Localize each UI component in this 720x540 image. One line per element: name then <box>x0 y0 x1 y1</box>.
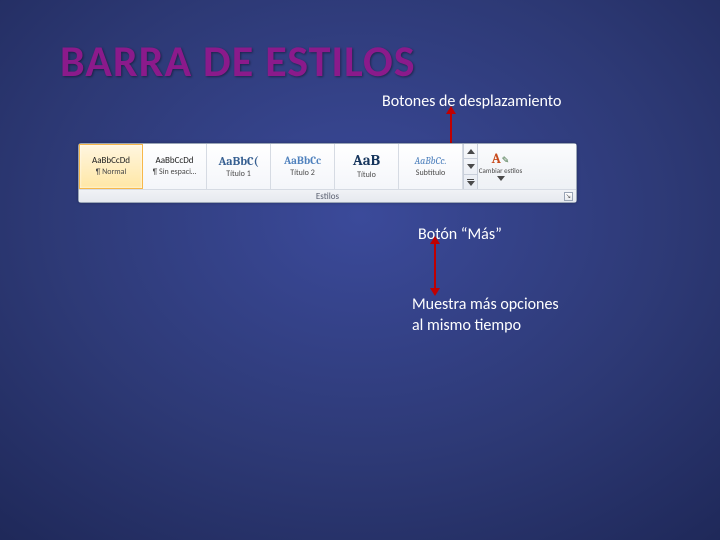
group-label: Estilos ↘ <box>79 189 576 202</box>
chevron-down-icon <box>497 176 505 181</box>
style-tile[interactable]: AaBbCc. Subtítulo <box>399 144 463 189</box>
style-tile[interactable]: AaBbCcDd ¶ Normal <box>79 144 143 189</box>
style-preview: AaBbCc. <box>414 156 446 166</box>
style-tile[interactable]: AaBbC( Título 1 <box>207 144 271 189</box>
more-icon <box>467 179 475 186</box>
scroll-down-button[interactable] <box>464 159 477 174</box>
style-preview: AaBbCcDd <box>92 156 130 165</box>
annotation-more-description: Muestra más opciones al mismo tiempo <box>412 295 559 337</box>
styles-gallery-row: AaBbCcDd¶ NormalAaBbCcDd¶ Sin espaci…AaB… <box>79 144 576 189</box>
style-caption: Título <box>357 170 376 180</box>
chevron-down-icon <box>467 164 475 169</box>
style-tile[interactable]: AaB Título <box>335 144 399 189</box>
style-caption: ¶ Normal <box>96 167 127 177</box>
style-caption: ¶ Sin espaci… <box>153 167 197 177</box>
arrow-more <box>434 242 436 290</box>
style-caption: Título 2 <box>290 168 315 178</box>
style-caption: Subtítulo <box>416 168 445 178</box>
style-preview: AaBbCcDd <box>155 156 193 165</box>
more-button[interactable] <box>464 175 477 189</box>
gallery-scroll-column <box>463 144 477 189</box>
style-preview: AaB <box>353 153 380 168</box>
change-styles-icon: A✎ <box>492 152 510 166</box>
group-label-text: Estilos <box>316 191 339 202</box>
style-tile[interactable]: AaBbCc Título 2 <box>271 144 335 189</box>
style-tile[interactable]: AaBbCcDd ¶ Sin espaci… <box>143 144 207 189</box>
style-preview: AaBbCc <box>284 155 321 166</box>
annotation-scroll-buttons: Botones de desplazamiento <box>382 92 561 111</box>
styles-gallery: AaBbCcDd¶ NormalAaBbCcDd¶ Sin espaci…AaB… <box>78 143 577 203</box>
scroll-up-button[interactable] <box>464 144 477 159</box>
change-styles-label: Cambiar estilos <box>479 167 522 174</box>
style-preview: AaBbC( <box>218 155 258 167</box>
chevron-up-icon <box>467 149 475 154</box>
style-caption: Título 1 <box>226 169 251 179</box>
change-styles-button[interactable]: A✎ Cambiar estilos <box>477 144 523 189</box>
page-title: BARRA DE ESTILOS <box>60 34 416 88</box>
dialog-launcher-button[interactable]: ↘ <box>564 192 573 201</box>
